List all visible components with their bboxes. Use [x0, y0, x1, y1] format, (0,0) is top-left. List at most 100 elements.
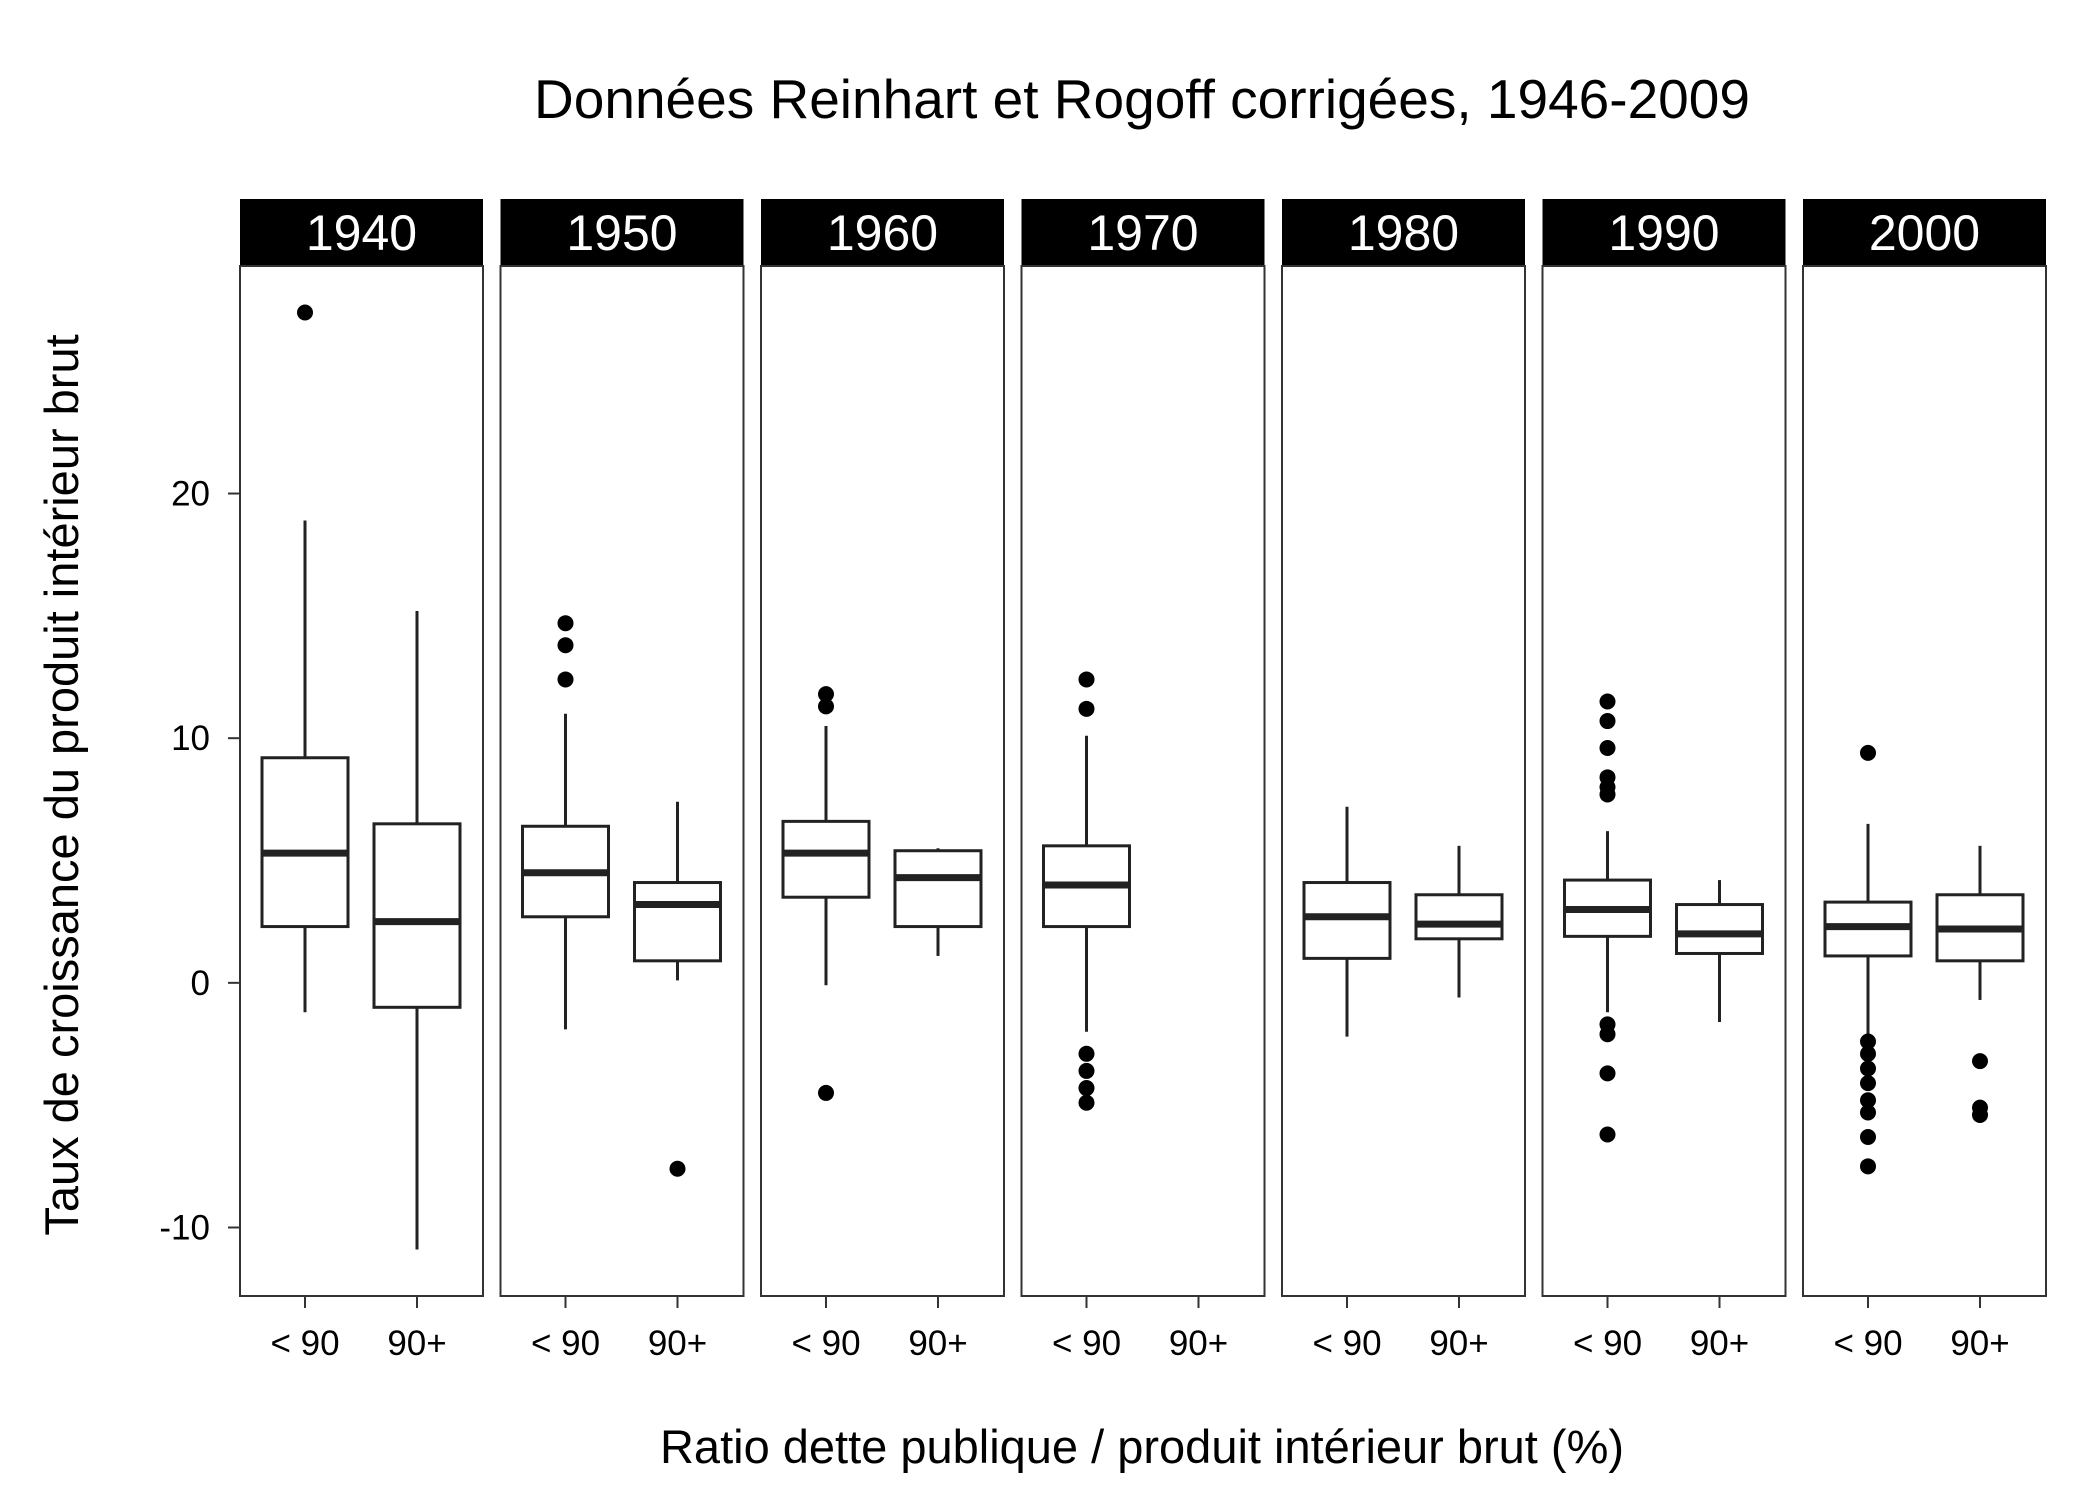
x-tick-label: < 90 [531, 1324, 600, 1363]
facet-panel-1960: 1960 < 90 90+ [760, 199, 1005, 1363]
outlier-point [1078, 1094, 1095, 1111]
x-tick-label: 90+ [387, 1324, 446, 1363]
outlier-point [1078, 1062, 1095, 1079]
box-1960-90-plus [893, 848, 983, 956]
facet-panel-1980: 1980 < 90 90+ [1281, 199, 1526, 1363]
outlier-point [1599, 769, 1616, 786]
outlier-point [818, 1084, 834, 1101]
outlier-point [1078, 1045, 1095, 1062]
box-1980-90-plus [1414, 845, 1504, 998]
outlier-point [1860, 1092, 1876, 1109]
outlier-point [1860, 1075, 1876, 1092]
facet-strip-label: 1950 [566, 205, 677, 261]
iqr-box [781, 819, 871, 899]
iqr-box [1414, 893, 1504, 941]
facet-panel-1950: 1950 < 90 90+ [499, 199, 745, 1363]
x-tick-label: < 90 [1833, 1324, 1902, 1363]
box-1990-90-plus [1675, 880, 1764, 1022]
outlier-point [1860, 1158, 1876, 1175]
box-1950-under-90 [521, 615, 610, 1030]
y-tick-label: 20 [171, 475, 210, 514]
facet-panel-1990: 1990 < 90 90+ [1541, 199, 1787, 1363]
outlier-point [669, 1160, 686, 1177]
x-tick-label: < 90 [791, 1324, 860, 1363]
outlier-point [1599, 713, 1616, 730]
outlier-point [1599, 693, 1616, 710]
x-axis-label: Ratio dette publique / produit intérieur… [660, 1420, 1624, 1473]
box-1960-under-90 [781, 686, 871, 1101]
facet-strip-label: 1980 [1348, 205, 1459, 261]
box-1970-under-90 [1042, 671, 1131, 1111]
iqr-box [1302, 881, 1392, 960]
facet-panel-border [1020, 265, 1266, 1297]
y-tick-label: 0 [191, 964, 210, 1003]
x-tick-label: 90+ [1429, 1324, 1488, 1363]
outlier-point [1860, 1045, 1876, 1062]
iqr-box [633, 881, 722, 963]
facet-panel-border [239, 265, 484, 1297]
facet-strip [500, 199, 744, 266]
outlier-point [297, 304, 313, 321]
facet-panel-1970: 1970 < 90 90+ [1020, 199, 1266, 1363]
y-tick-label: 10 [171, 719, 210, 758]
y-tick-label: -10 [159, 1208, 210, 1247]
facet-panel-border [1281, 265, 1526, 1297]
facet-strip-label: 1990 [1608, 205, 1719, 261]
y-axis-label: Taux de croissance du produit intérieur … [35, 334, 88, 1235]
x-tick-label: < 90 [1052, 1324, 1121, 1363]
iqr-box [1675, 903, 1764, 955]
outlier-point [1078, 671, 1095, 688]
facet-panel-1940: 1940 < 90 90+ [239, 199, 484, 1363]
x-tick-label: 90+ [908, 1324, 967, 1363]
box-1940-under-90 [260, 304, 350, 1013]
facet-panel-border [1541, 265, 1787, 1297]
outlier-point [1860, 1104, 1876, 1121]
facet-panel-border [499, 265, 745, 1297]
outlier-point [1599, 1065, 1616, 1082]
chart-title: Données Reinhart et Rogoff corrigées, 19… [534, 68, 1750, 130]
box-1980-under-90 [1302, 806, 1392, 1037]
x-tick-label: 90+ [1950, 1324, 2009, 1363]
x-tick-label: 90+ [1690, 1324, 1749, 1363]
outlier-point [818, 686, 834, 703]
iqr-box [372, 822, 462, 1009]
box-1940-90-plus [372, 610, 462, 1250]
facet-panel-border [760, 265, 1005, 1297]
facet-panels: 1940 < 90 90+ 1950 < 90 90+ 1960 < 90 90+ 1970 < 9… [239, 199, 2047, 1363]
facet-strip [240, 199, 483, 266]
facet-strip [1542, 199, 1786, 266]
facet-panel-2000: 2000 < 90 90+ [1802, 199, 2047, 1363]
facet-strip [1803, 199, 2046, 266]
outlier-point [557, 637, 574, 654]
x-tick-label: 90+ [1169, 1324, 1228, 1363]
facet-strip [761, 199, 1004, 266]
y-axis: -10 0 10 20 [159, 475, 240, 1247]
box-1990-under-90 [1563, 693, 1652, 1143]
outlier-point [1078, 1080, 1095, 1097]
facet-panel-border [1802, 265, 2047, 1297]
x-tick-label: < 90 [1312, 1324, 1381, 1363]
outlier-point [1860, 1033, 1876, 1050]
outlier-point [1972, 1053, 1988, 1070]
outlier-point [818, 698, 834, 715]
outlier-point [1078, 700, 1095, 717]
outlier-point [557, 671, 574, 688]
outlier-point [557, 615, 574, 632]
iqr-box [893, 849, 983, 929]
facet-strip-label: 1970 [1087, 205, 1198, 261]
outlier-point [1860, 1060, 1876, 1077]
x-tick-label: < 90 [270, 1324, 339, 1363]
facet-strip-label: 1960 [827, 205, 938, 261]
outlier-point [1599, 739, 1616, 756]
x-tick-label: < 90 [1573, 1324, 1642, 1363]
outlier-point [1599, 1016, 1616, 1033]
outlier-point [1860, 1128, 1876, 1145]
facet-strip [1282, 199, 1525, 266]
box-1950-90-plus [633, 801, 722, 1177]
box-2000-under-90 [1823, 744, 1913, 1175]
facet-strip-label: 2000 [1869, 205, 1980, 261]
facet-strip [1021, 199, 1265, 266]
box-2000-90-plus [1935, 845, 2025, 1123]
outlier-point [1972, 1099, 1988, 1116]
